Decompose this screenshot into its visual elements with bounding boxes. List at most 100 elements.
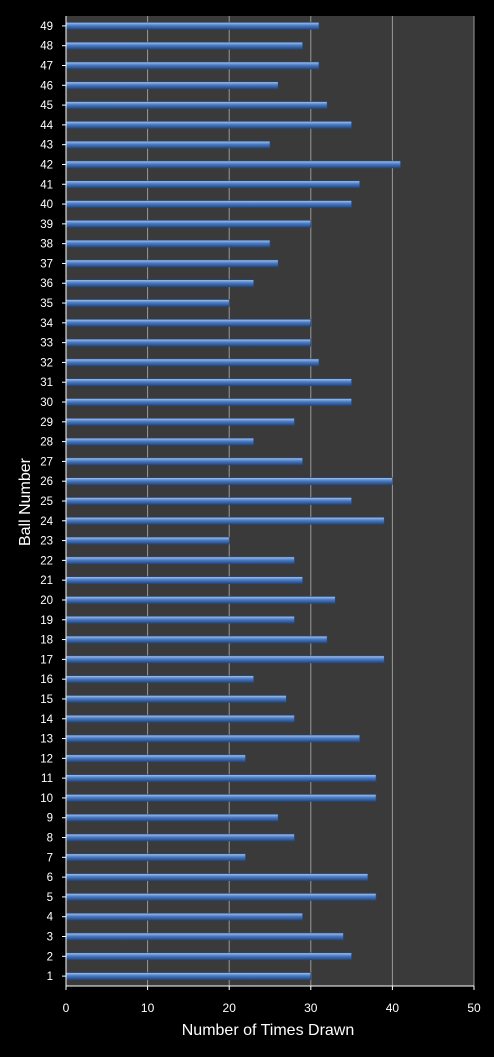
y-tick-label: 7 bbox=[47, 852, 53, 864]
bar-ball-38 bbox=[65, 239, 271, 248]
bar-ball-22 bbox=[65, 556, 295, 565]
bar-ball-46 bbox=[65, 81, 279, 90]
y-tick-label: 4 bbox=[47, 912, 54, 924]
bar-ball-6 bbox=[65, 873, 369, 881]
x-tick-label: 40 bbox=[386, 1001, 400, 1015]
y-tick-label: 39 bbox=[40, 219, 53, 231]
y-tick-label: 37 bbox=[40, 258, 53, 270]
bar-ball-45 bbox=[65, 101, 328, 109]
y-tick-labels: 1234567891011121314151617181920212223242… bbox=[40, 21, 66, 983]
y-tick-label: 23 bbox=[40, 536, 53, 548]
x-tick-labels: 0 10 20 30 40 50 bbox=[63, 1001, 481, 1015]
bar-ball-40 bbox=[65, 200, 352, 208]
bar-ball-1 bbox=[65, 972, 312, 980]
x-tick-label: 0 bbox=[63, 1001, 70, 1015]
y-tick-label: 13 bbox=[40, 734, 53, 746]
bar-ball-42 bbox=[65, 160, 401, 169]
y-tick-label: 42 bbox=[40, 159, 53, 171]
bar-ball-37 bbox=[65, 259, 279, 268]
bar-ball-44 bbox=[65, 121, 352, 129]
bar-ball-16 bbox=[65, 675, 254, 683]
bar-ball-31 bbox=[65, 378, 352, 387]
y-tick-label: 28 bbox=[40, 437, 53, 449]
y-tick-label: 24 bbox=[40, 516, 53, 528]
y-tick-label: 1 bbox=[47, 971, 53, 983]
x-tick-label: 10 bbox=[141, 1001, 155, 1015]
y-tick-label: 2 bbox=[47, 951, 53, 963]
y-tick-label: 40 bbox=[40, 199, 53, 211]
bar-ball-3 bbox=[65, 932, 344, 941]
y-tick-label: 47 bbox=[40, 60, 53, 72]
bar-ball-26 bbox=[65, 477, 393, 486]
bar-ball-14 bbox=[65, 714, 295, 723]
y-tick-label: 31 bbox=[40, 377, 53, 389]
y-tick-label: 5 bbox=[47, 892, 53, 904]
y-tick-label: 46 bbox=[40, 80, 53, 92]
y-tick-label: 49 bbox=[40, 21, 53, 33]
bar-ball-5 bbox=[65, 893, 377, 901]
y-tick-label: 16 bbox=[40, 674, 53, 686]
bar-ball-24 bbox=[65, 516, 385, 525]
bar-ball-32 bbox=[65, 358, 320, 367]
y-tick-label: 12 bbox=[40, 753, 53, 765]
bar-ball-41 bbox=[65, 180, 361, 189]
y-tick-label: 20 bbox=[40, 595, 53, 607]
bar-ball-33 bbox=[65, 338, 312, 347]
y-tick-label: 27 bbox=[40, 456, 53, 468]
y-tick-label: 8 bbox=[47, 833, 53, 845]
bar-ball-2 bbox=[65, 952, 352, 961]
bar-ball-7 bbox=[65, 853, 246, 862]
y-tick-label: 17 bbox=[40, 654, 53, 666]
bar-ball-18 bbox=[65, 635, 328, 644]
bar-ball-17 bbox=[65, 655, 385, 664]
y-axis-title: Ball Number bbox=[17, 457, 34, 546]
y-tick-label: 3 bbox=[47, 932, 53, 944]
bar-ball-21 bbox=[65, 576, 303, 584]
bar-ball-9 bbox=[65, 813, 279, 822]
bar-ball-25 bbox=[65, 497, 352, 505]
y-tick-label: 14 bbox=[40, 714, 53, 726]
bar-ball-11 bbox=[65, 774, 377, 782]
bar-ball-29 bbox=[65, 418, 295, 426]
bar-ball-47 bbox=[65, 61, 320, 70]
bar-ball-8 bbox=[65, 833, 295, 842]
bar-ball-27 bbox=[65, 457, 303, 466]
y-tick-label: 32 bbox=[40, 357, 53, 369]
y-tick-label: 25 bbox=[40, 496, 53, 508]
bar-ball-48 bbox=[65, 41, 303, 50]
y-tick-label: 29 bbox=[40, 417, 53, 429]
bar-ball-12 bbox=[65, 754, 246, 763]
bar-ball-15 bbox=[65, 695, 287, 703]
bar-ball-23 bbox=[65, 536, 230, 545]
bar-ball-39 bbox=[65, 220, 312, 228]
bar-ball-30 bbox=[65, 398, 352, 406]
y-tick-label: 6 bbox=[47, 872, 53, 884]
x-tick-label: 50 bbox=[467, 1001, 481, 1015]
bar-ball-4 bbox=[65, 912, 303, 921]
y-tick-label: 48 bbox=[40, 41, 53, 53]
y-tick-label: 21 bbox=[40, 575, 53, 587]
y-tick-label: 15 bbox=[40, 694, 53, 706]
bar-ball-10 bbox=[65, 794, 377, 802]
y-tick-label: 19 bbox=[40, 615, 53, 627]
x-tick-label: 20 bbox=[223, 1001, 237, 1015]
y-tick-label: 22 bbox=[40, 555, 53, 567]
bar-ball-35 bbox=[65, 299, 230, 307]
y-tick-label: 34 bbox=[40, 318, 53, 330]
y-tick-label: 11 bbox=[41, 773, 53, 785]
y-tick-label: 30 bbox=[40, 397, 53, 409]
y-tick-label: 9 bbox=[47, 813, 53, 825]
x-axis-title: Number of Times Drawn bbox=[182, 1022, 355, 1039]
y-tick-label: 44 bbox=[40, 120, 53, 132]
bar-ball-49 bbox=[65, 22, 320, 30]
y-tick-label: 18 bbox=[40, 635, 53, 647]
y-tick-label: 26 bbox=[40, 476, 53, 488]
x-tick-label: 30 bbox=[304, 1001, 318, 1015]
y-tick-label: 33 bbox=[40, 338, 53, 350]
y-tick-label: 10 bbox=[40, 793, 53, 805]
bar-ball-28 bbox=[65, 437, 254, 446]
bar-ball-34 bbox=[65, 319, 312, 327]
bar-ball-19 bbox=[65, 615, 295, 624]
